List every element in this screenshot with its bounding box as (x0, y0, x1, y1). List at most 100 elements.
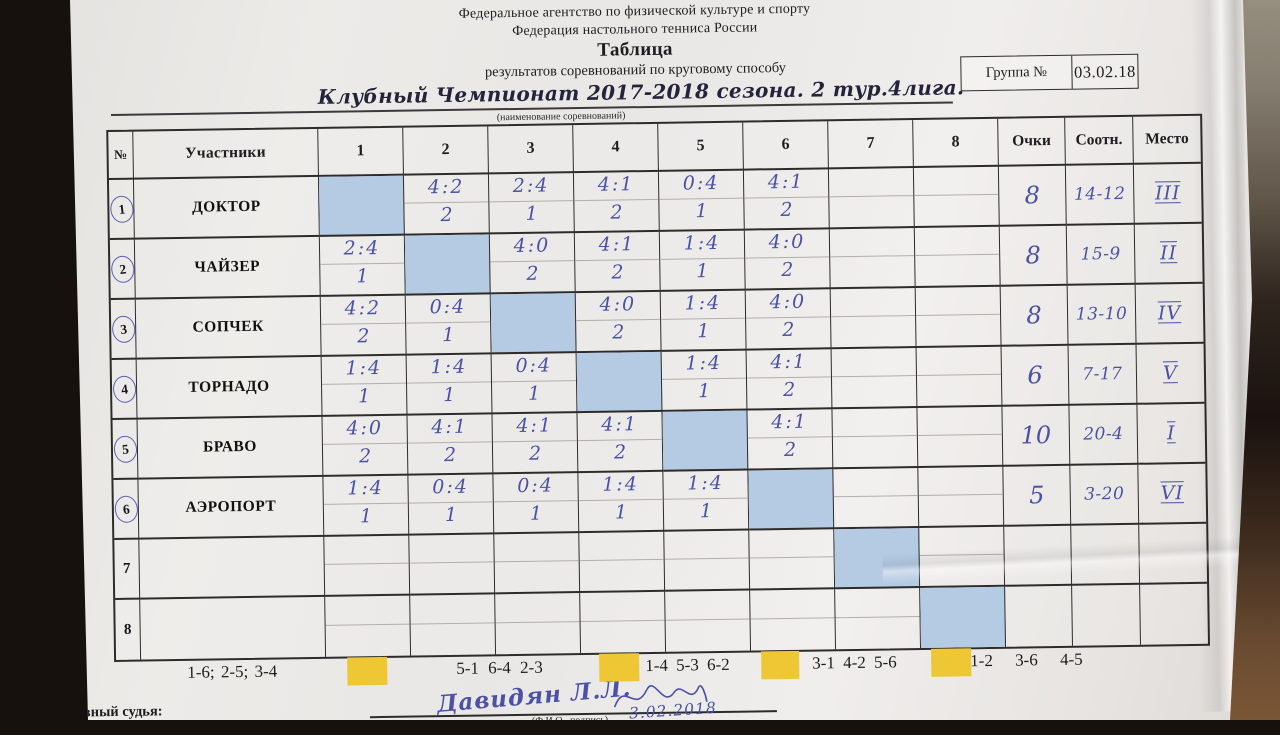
game-points: 1 (442, 323, 455, 347)
game-score: 4:2 (427, 175, 465, 199)
game-cell: 0:4 1 (491, 353, 578, 415)
game-score: 2:4 (343, 236, 381, 260)
game-cell (410, 594, 497, 656)
place-cell (1139, 523, 1208, 585)
cell-divider-line (831, 374, 916, 377)
game-points: 2 (358, 445, 372, 468)
cell-divider-line (664, 557, 749, 560)
cell-divider-line (665, 618, 750, 621)
game-score: 1:4 (602, 473, 639, 496)
row-number-circled: 3 (110, 314, 137, 344)
game-score: 1:4 (347, 476, 385, 500)
cell-divider-line (918, 493, 1003, 496)
highlight-marker (761, 650, 800, 680)
game-score: 4:0 (513, 234, 551, 258)
place-cell: VI (1138, 463, 1207, 525)
game-cell (831, 348, 918, 410)
game-cell (324, 535, 411, 597)
header-cell-place: Место (1133, 115, 1201, 165)
row-number-cell: 8 (115, 599, 142, 660)
participant-cell: ТОРНАДО (136, 356, 323, 420)
game-points: 2 (781, 258, 794, 282)
signature-flourish (612, 675, 709, 720)
game-score: 1:4 (430, 355, 468, 379)
header-cell-ratio: Соотн. (1065, 116, 1134, 166)
game-cell (664, 530, 751, 592)
game-score: 4:2 (344, 296, 382, 320)
game-score: 4:0 (769, 290, 807, 314)
header-cell-round-7: 7 (828, 120, 914, 170)
cell-divider-line (916, 313, 1001, 316)
game-cell: 4:1 2 (747, 409, 834, 471)
ratio-cell: 3-20 (1070, 464, 1140, 526)
game-cell: 4:1 2 (573, 171, 660, 234)
points-cell: 8 (1000, 285, 1069, 347)
place-cell: V (1136, 343, 1205, 405)
game-cell (830, 288, 917, 350)
points-cell: 10 (1002, 405, 1071, 467)
ratio-cell: 15-9 (1066, 224, 1136, 286)
ratio-cell: 20-4 (1069, 404, 1139, 466)
game-points: 2 (443, 443, 457, 467)
participant-cell: ЧАЙЗЕР (134, 236, 321, 300)
game-score: 4:1 (601, 413, 639, 436)
game-cell: 1:4 1 (321, 355, 408, 417)
cell-divider-line (494, 559, 579, 562)
highlight-marker (931, 648, 972, 677)
game-points: 1 (695, 200, 708, 223)
game-points: 1 (529, 502, 543, 525)
row-number-cell: 4 (111, 359, 138, 420)
game-cell: 1:4 1 (323, 475, 410, 537)
game-cell: 1:4 1 (663, 470, 750, 532)
game-score: 1:4 (683, 231, 721, 255)
game-points: 1 (525, 202, 538, 225)
participant-cell: СОПЧЕК (135, 296, 322, 360)
diagonal-cell (920, 586, 1006, 649)
game-cell: 4:1 2 (407, 414, 494, 476)
game-cell (913, 166, 1000, 229)
participant-name: ТОРНАДО (188, 377, 270, 396)
row-number-cell: 1 (108, 179, 135, 240)
game-cell: 0:4 1 (658, 170, 745, 232)
results-table: № Участники 1 2 3 4 5 6 7 8 Очки Соотн. Место 1 ДОКТОР… (106, 113, 1211, 662)
game-cell (918, 466, 1005, 529)
group-date-value: 03.02.18 (1073, 61, 1136, 82)
game-cell: 4:0 2 (575, 291, 662, 354)
game-cell (915, 286, 1002, 349)
ratio-cell: 7-17 (1068, 344, 1138, 406)
place-cell: I (1137, 403, 1206, 465)
participant-name: СОПЧЕК (192, 317, 264, 336)
cell-divider-line (833, 494, 918, 497)
game-cell: 4:0 2 (745, 289, 832, 351)
game-points: 2 (613, 441, 627, 464)
diagonal-cell (748, 469, 835, 531)
game-cell: 4:2 2 (320, 295, 407, 357)
cell-divider-line (325, 623, 410, 626)
game-points: 2 (780, 198, 793, 222)
points-cell (1005, 585, 1073, 647)
points-cell-value: 8 (1026, 301, 1042, 330)
game-points: 1 (614, 501, 628, 524)
game-points: 1 (442, 383, 456, 407)
points-cell: 6 (1001, 345, 1070, 407)
game-points: 1 (356, 265, 369, 288)
ratio-cell: 14-12 (1065, 164, 1135, 226)
game-cell (494, 533, 581, 595)
game-cell (828, 168, 915, 230)
participant-cell (139, 536, 326, 600)
game-cell: 4:1 2 (574, 231, 661, 294)
participant-cell: АЭРОПОРТ (138, 476, 325, 540)
participant-cell: ДОКТОР (133, 176, 320, 240)
game-score: 4:1 (598, 233, 636, 256)
ratio-cell-value: 7-17 (1082, 363, 1123, 385)
header-cell-round-8: 8 (913, 118, 999, 169)
game-cell: 2:4 1 (319, 235, 406, 297)
game-points: 2 (612, 321, 625, 344)
game-cell (916, 346, 1003, 409)
game-cell: 4:0 2 (744, 229, 831, 291)
ratio-cell-value: 20-4 (1083, 423, 1124, 445)
participant-name: ЧАЙЗЕР (194, 257, 261, 276)
game-score: 4:0 (599, 293, 637, 316)
game-points: 2 (783, 438, 797, 462)
